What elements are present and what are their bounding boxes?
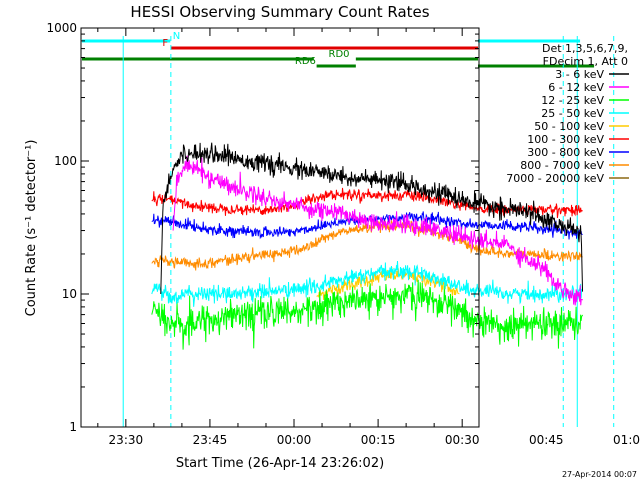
legend-label: 7000 - 20000 keV (506, 172, 604, 185)
legend-label: 50 - 100 keV (534, 120, 604, 133)
y-tick-label: 1000 (46, 21, 77, 35)
flag-bars: NF RD0 RD6 (82, 31, 595, 68)
chart-title: HESSI Observing Summary Count Rates (130, 3, 429, 21)
x-tick-label: 23:45 (193, 433, 228, 447)
y-tick-label: 100 (54, 154, 77, 168)
series-line-0 (160, 142, 584, 295)
legend-label: 100 - 300 keV (527, 133, 604, 146)
y-axis-label: Count Rate (s⁻¹ detector⁻¹) (24, 140, 39, 317)
x-tick-label: 23:30 (109, 433, 144, 447)
legend-label: 300 - 800 keV (527, 146, 604, 159)
y-tick-label: 10 (62, 287, 77, 301)
legend-label: 3 - 6 keV (555, 68, 604, 81)
legend-header-line: FDecim 1, Att 0 (543, 55, 628, 68)
x-tick-label: 00:15 (361, 433, 396, 447)
x-axis-ticks: 23:30 23:45 00:00 00:15 00:30 00:45 01:00 (97, 28, 640, 447)
x-tick-label: 00:30 (445, 433, 480, 447)
flag-label-f: F (162, 38, 168, 49)
legend-label: 12 - 25 keV (541, 94, 604, 107)
series-line-6 (151, 211, 583, 240)
flag-label-rd0: RD0 (329, 49, 350, 60)
series-line-2 (151, 279, 584, 350)
x-axis-label: Start Time (26-Apr-14 23:26:02) (176, 456, 384, 471)
plot-timestamp: 27-Apr-2014 00:07 (562, 470, 637, 479)
legend-label: 25 - 50 keV (541, 107, 604, 120)
x-tick-label: 00:00 (277, 433, 312, 447)
flag-label-rd6: RD6 (295, 56, 316, 67)
legend-header-line: Det 1,3,5,6,7,9, (542, 42, 628, 55)
flag-label-n: N (173, 31, 180, 42)
x-tick-label: 01:00 (613, 433, 640, 447)
vertical-markers (122, 36, 615, 427)
series-line-5 (151, 187, 583, 219)
legend: Det 1,3,5,6,7,9,FDecim 1, Att 03 - 6 keV… (506, 42, 629, 185)
x-tick-label: 00:45 (529, 433, 564, 447)
legend-label: 6 - 12 keV (548, 81, 604, 94)
series-line-4 (316, 267, 460, 300)
plot-series (151, 142, 584, 350)
series-line-3 (151, 260, 583, 307)
plot-frame (80, 27, 480, 428)
series-line-1 (172, 155, 584, 306)
series-line-7 (151, 219, 583, 271)
legend-label: 800 - 7000 keV (520, 159, 604, 172)
y-tick-label: 1 (69, 420, 77, 434)
y-axis-ticks: 1 10 100 1000 (46, 21, 479, 434)
